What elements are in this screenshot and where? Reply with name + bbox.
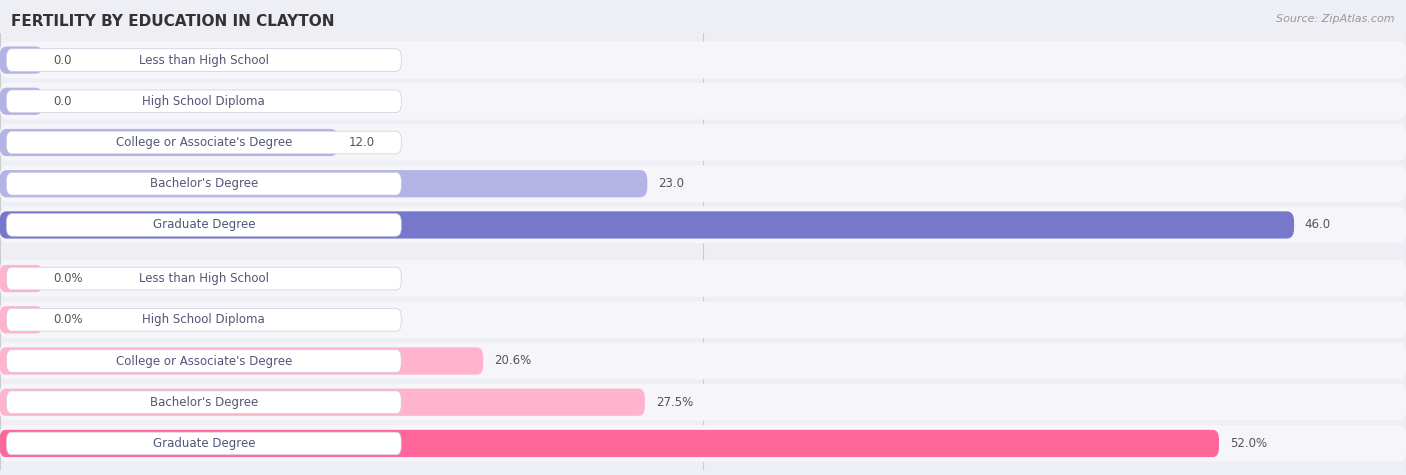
FancyBboxPatch shape (0, 170, 647, 197)
Text: High School Diploma: High School Diploma (142, 95, 266, 108)
Text: Source: ZipAtlas.com: Source: ZipAtlas.com (1277, 14, 1395, 24)
FancyBboxPatch shape (0, 83, 1406, 120)
FancyBboxPatch shape (0, 207, 1406, 243)
FancyBboxPatch shape (0, 265, 42, 292)
Text: 23.0: 23.0 (658, 177, 683, 190)
FancyBboxPatch shape (7, 172, 401, 195)
FancyBboxPatch shape (0, 302, 1406, 338)
FancyBboxPatch shape (0, 342, 1406, 380)
FancyBboxPatch shape (7, 90, 401, 113)
Text: 46.0: 46.0 (1305, 218, 1331, 231)
Text: 12.0: 12.0 (349, 136, 375, 149)
Text: High School Diploma: High School Diploma (142, 314, 266, 326)
FancyBboxPatch shape (0, 389, 645, 416)
Text: 0.0%: 0.0% (53, 314, 83, 326)
FancyBboxPatch shape (0, 211, 1294, 238)
Text: Less than High School: Less than High School (139, 54, 269, 67)
FancyBboxPatch shape (7, 214, 401, 236)
Text: 0.0: 0.0 (53, 95, 72, 108)
FancyBboxPatch shape (0, 347, 484, 375)
Text: Less than High School: Less than High School (139, 272, 269, 285)
FancyBboxPatch shape (0, 88, 42, 115)
Text: Bachelor's Degree: Bachelor's Degree (150, 177, 257, 190)
FancyBboxPatch shape (7, 49, 401, 71)
Text: College or Associate's Degree: College or Associate's Degree (115, 136, 292, 149)
FancyBboxPatch shape (7, 308, 401, 331)
FancyBboxPatch shape (7, 432, 401, 455)
Text: 27.5%: 27.5% (655, 396, 693, 408)
Text: 52.0%: 52.0% (1230, 437, 1267, 450)
FancyBboxPatch shape (0, 260, 1406, 297)
FancyBboxPatch shape (0, 165, 1406, 202)
Text: College or Associate's Degree: College or Associate's Degree (115, 354, 292, 368)
Text: 0.0%: 0.0% (53, 272, 83, 285)
FancyBboxPatch shape (0, 425, 1406, 462)
FancyBboxPatch shape (0, 129, 337, 156)
Text: 20.6%: 20.6% (494, 354, 531, 368)
FancyBboxPatch shape (7, 131, 401, 154)
FancyBboxPatch shape (0, 306, 42, 333)
Text: 0.0: 0.0 (53, 54, 72, 67)
Text: Graduate Degree: Graduate Degree (153, 218, 254, 231)
Text: Bachelor's Degree: Bachelor's Degree (150, 396, 257, 408)
FancyBboxPatch shape (7, 267, 401, 290)
Text: FERTILITY BY EDUCATION IN CLAYTON: FERTILITY BY EDUCATION IN CLAYTON (11, 14, 335, 29)
FancyBboxPatch shape (7, 391, 401, 414)
FancyBboxPatch shape (0, 384, 1406, 420)
FancyBboxPatch shape (0, 42, 1406, 78)
FancyBboxPatch shape (0, 47, 42, 74)
FancyBboxPatch shape (7, 350, 401, 372)
FancyBboxPatch shape (0, 124, 1406, 161)
Text: Graduate Degree: Graduate Degree (153, 437, 254, 450)
FancyBboxPatch shape (0, 430, 1219, 457)
